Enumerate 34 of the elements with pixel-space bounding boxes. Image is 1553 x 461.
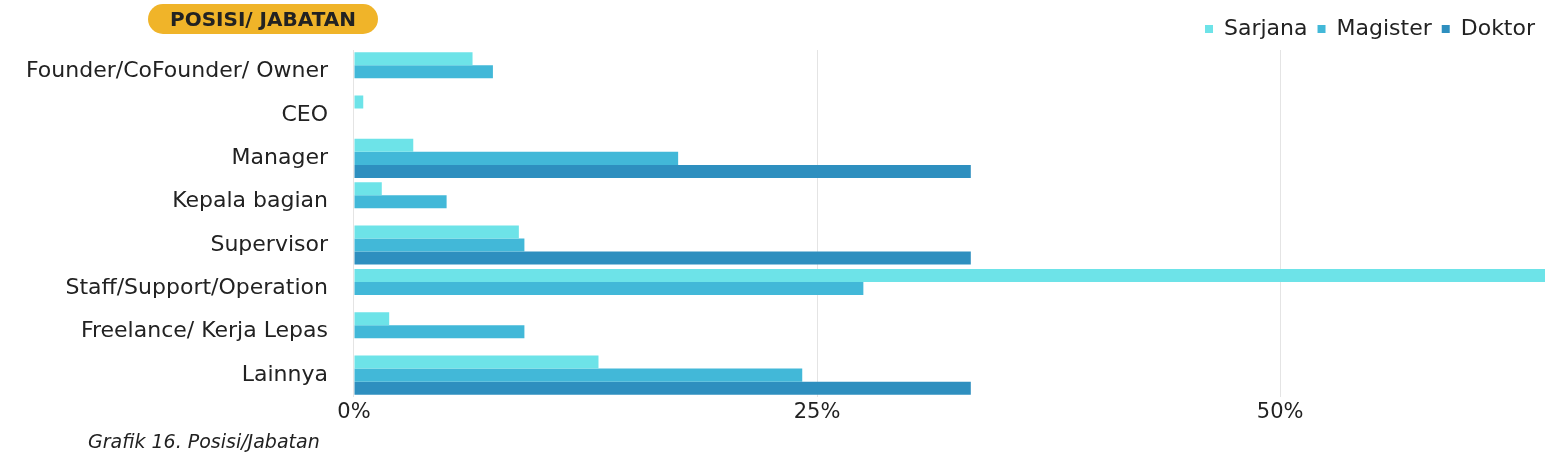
text: Grafik 16. Posisi/Jabatan (88, 430, 320, 452)
chart-title: POSISI/ JABATAN (148, 4, 379, 34)
bar (354, 368, 803, 382)
bar (354, 164, 971, 178)
bar (354, 182, 382, 196)
y-tick-label: CEO (281, 100, 328, 126)
legend-label: Sarjana (1224, 14, 1308, 40)
bar (354, 238, 525, 252)
bar (354, 312, 390, 326)
y-tick-label: Lainnya (241, 360, 328, 386)
bar (354, 151, 679, 165)
bar (354, 251, 971, 265)
y-tick-label: Supervisor (210, 230, 329, 256)
y-tick-label: Freelance/ Kerja Lepas (80, 317, 328, 343)
y-tick-label: Founder/CoFounder/ Owner (26, 57, 329, 83)
bar (354, 325, 525, 339)
bar (354, 138, 414, 152)
legend-label: Magister (1336, 14, 1433, 40)
x-tick-label: 50% (1256, 398, 1304, 423)
bar (354, 95, 364, 109)
x-tick-label: 25% (793, 398, 841, 423)
bar (354, 281, 864, 295)
x-tick-label: 0% (337, 398, 371, 423)
bar (354, 65, 493, 79)
bar (354, 355, 599, 369)
bar (354, 195, 447, 209)
bar (354, 268, 1545, 282)
legend-label: Doktor (1460, 14, 1536, 40)
y-tick-label: Manager (231, 144, 329, 170)
bar (354, 381, 971, 395)
y-tick-label: Kepala bagian (172, 187, 328, 213)
y-tick-label: Staff/Support/Operation (65, 274, 328, 300)
bar (354, 225, 519, 239)
bar (354, 52, 473, 66)
